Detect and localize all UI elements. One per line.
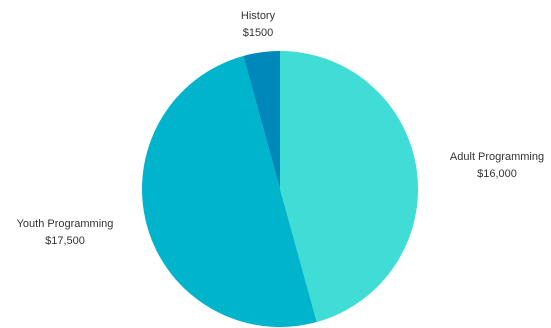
slice-label: Youth Programming	[17, 218, 114, 230]
slice-labels: Adult Programming $16,000 Youth Programmin…	[17, 10, 544, 247]
slice-value-label: $16,000	[477, 168, 517, 180]
pie-slice-youth-programming	[141, 55, 317, 328]
slice-label: History	[241, 10, 276, 22]
slice-value-label: $17,500	[45, 235, 85, 247]
slice-label: Adult Programming	[450, 151, 544, 163]
pie-slice-adult-programming	[280, 51, 419, 323]
pie-slices	[141, 50, 419, 328]
slice-value-label: $1500	[243, 27, 274, 39]
pie-slice-history	[243, 50, 280, 189]
